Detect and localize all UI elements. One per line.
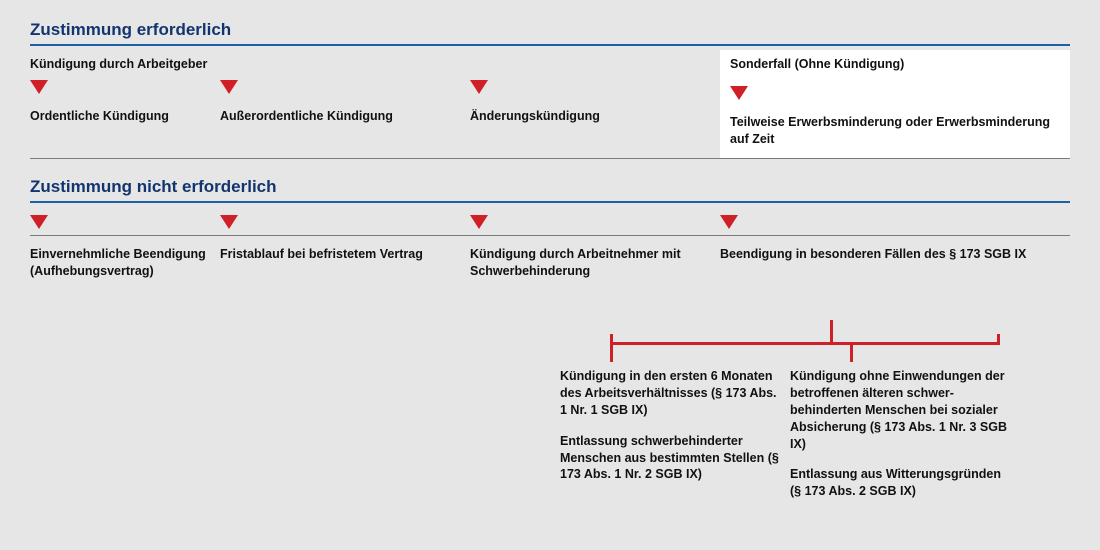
branch-right-0: Kündigung ohne Einwendungen der betroffe… [790, 368, 1010, 452]
arrow-icon [720, 215, 738, 229]
arrow-icon [470, 80, 488, 94]
section-not-required: Zustimmung nicht erforderlich Einvernehm… [30, 177, 1070, 280]
section2-arrow-row [30, 207, 1070, 229]
group-right-header: Sonderfall (Ohne Kündigung) [730, 56, 1060, 76]
branch-left-0: Kündigung in den ersten 6 Mo­naten des A… [560, 368, 780, 419]
arrow-icon [470, 215, 488, 229]
section1-title: Zustimmung erforderlich [30, 20, 1070, 40]
arrow-icon [220, 215, 238, 229]
diagram-canvas: Zustimmung erforderlich Kündigung durch … [0, 0, 1100, 550]
branch-right-1: Entlassung aus Witterungsgründen (§ 173 … [790, 466, 1010, 500]
branch-columns: Kündigung in den ersten 6 Mo­naten des A… [560, 368, 1040, 514]
arrow-icon [30, 215, 48, 229]
section2-items-row: Einvernehmliche Beendigung (Aufhebungsve… [30, 236, 1070, 280]
s1-item-1: Außerordentliche Kündigung [220, 94, 460, 125]
s1-item-3: Teilweise Erwerbsminderung oder Erwerbsm… [730, 100, 1060, 148]
s2-item-2: Kündigung durch Arbeitnehmer mit Schwerb… [470, 236, 710, 280]
s2-item-3: Beendigung in besonderen Fällen des § 17… [720, 236, 1060, 263]
s1-item-0: Ordentliche Kündigung [30, 94, 210, 125]
section1-items-row: Ordentliche Kündigung Außerordentliche K… [30, 76, 1070, 158]
arrow-icon [730, 86, 748, 100]
arrow-icon [220, 80, 238, 94]
arrow-icon [30, 80, 48, 94]
rule-blue-2 [30, 201, 1070, 203]
branch-connector [560, 320, 1000, 370]
section2-title: Zustimmung nicht erforderlich [30, 177, 1070, 197]
section1-header-row: Kündigung durch Arbeitgeber Sonderfall (… [30, 50, 1070, 76]
rule-blue-1 [30, 44, 1070, 46]
branch-left-1: Entlassung schwerbehinderter Menschen au… [560, 433, 780, 484]
group-left-header: Kündigung durch Arbeitgeber [30, 50, 710, 76]
s1-item-2: Änderungskündigung [470, 94, 710, 125]
s2-item-0: Einvernehmliche Beendigung (Aufhebungsve… [30, 236, 210, 280]
s2-item-1: Fristablauf bei befristetem Vertrag [220, 236, 460, 263]
rule-gray-1 [30, 158, 1070, 159]
section-required: Zustimmung erforderlich Kündigung durch … [30, 20, 1070, 159]
